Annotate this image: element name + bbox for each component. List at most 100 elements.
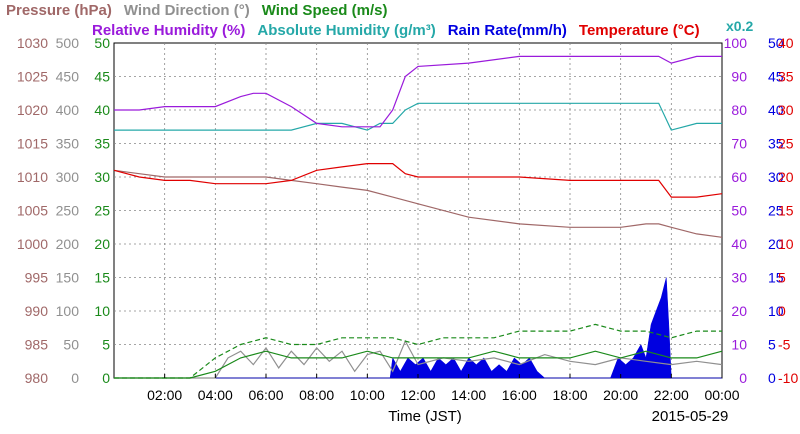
y-tick-temp: 20 (778, 169, 794, 185)
gridlines (114, 43, 722, 378)
y-axes: 1030102510201015101010051000995990985980… (17, 35, 799, 386)
y-tick-temp: -10 (778, 370, 798, 386)
x-axis-ticks: 02:00 04:00 06:00 08:00 10:00 12:00 14:00 16:00… (147, 374, 740, 403)
y-tick-wdir: 200 (56, 236, 80, 252)
y-tick-pressure: 1020 (17, 102, 48, 118)
title-pressure: Pressure (hPa) (6, 2, 112, 19)
y-tick-pressure: 1015 (17, 136, 48, 152)
series-ah (114, 102, 722, 131)
x-tick-label: 06:00 (248, 387, 283, 403)
x-tick-label: 04:00 (198, 387, 233, 403)
y-tick-pressure: 1010 (17, 169, 48, 185)
y-tick-wdir: 100 (56, 303, 80, 319)
y-tick-rh: 40 (731, 236, 747, 252)
y-tick-rain: 35 (768, 136, 784, 152)
y-tick-rain: 50 (768, 35, 784, 51)
y-tick-rain: 45 (768, 69, 784, 85)
title-row-1: Pressure (hPa) Wind Direction (°) Wind Spe… (6, 2, 387, 19)
x-tick-label: 02:00 (147, 387, 182, 403)
title-row-2: Relative Humidity (%) Absolute Humidity (… (92, 22, 700, 39)
title-wdir: Wind Direction (°) (124, 2, 250, 19)
y-tick-wdir: 150 (56, 270, 80, 286)
x-axis-label: Time (JST) (388, 408, 462, 425)
y-tick-rain: 30 (768, 169, 784, 185)
x-tick-label: 08:00 (299, 387, 334, 403)
y-tick-wdir: 350 (56, 136, 80, 152)
y-tick-pressure: 990 (25, 303, 49, 319)
y-tick-rh: 30 (731, 270, 747, 286)
y-tick-wdir: 0 (71, 370, 79, 386)
y-tick-pressure: 985 (25, 337, 49, 353)
date-label: 2015-05-29 (652, 408, 729, 425)
y-tick-rain: 15 (768, 270, 784, 286)
x-tick-label: 18:00 (552, 387, 587, 403)
title-ah: Absolute Humidity (g/m³) (257, 22, 435, 39)
title-rain: Rain Rate(mm/h) (448, 22, 567, 39)
x-tick-label: 10:00 (350, 387, 385, 403)
x-tick-label: 16:00 (502, 387, 537, 403)
y-tick-temp: 10 (778, 236, 794, 252)
title-temp: Temperature (°C) (579, 22, 700, 39)
x-tick-label: 12:00 (400, 387, 435, 403)
y-tick-rh: 90 (731, 69, 747, 85)
y-tick-rain: 5 (768, 337, 776, 353)
y-tick-wspd: 20 (94, 236, 110, 252)
y-tick-wspd: 15 (94, 270, 110, 286)
y-tick-rain: 20 (768, 236, 784, 252)
series-layer (113, 55, 723, 379)
y-tick-temp: 0 (778, 303, 786, 319)
y-tick-wdir: 250 (56, 203, 80, 219)
x-tick-label: 00:00 (704, 387, 739, 403)
y-tick-rain: 25 (768, 203, 784, 219)
series-rh (114, 55, 722, 128)
y-tick-temp: 5 (778, 270, 786, 286)
y-tick-wspd: 0 (102, 370, 110, 386)
y-tick-rain: 0 (768, 370, 776, 386)
y-tick-rh: 100 (724, 35, 748, 51)
y-tick-temp: 35 (778, 69, 794, 85)
y-tick-temp: -5 (778, 337, 791, 353)
y-tick-wdir: 500 (56, 35, 80, 51)
series-temp (113, 163, 723, 198)
y-tick-rh: 10 (731, 337, 747, 353)
y-tick-wdir: 300 (56, 169, 80, 185)
y-tick-wspd: 45 (94, 69, 110, 85)
y-tick-wspd: 5 (102, 337, 110, 353)
y-tick-rain: 10 (768, 303, 784, 319)
y-tick-rain: 40 (768, 102, 784, 118)
y-tick-rh: 70 (731, 136, 747, 152)
y-tick-wspd: 35 (94, 136, 110, 152)
y-tick-temp: 30 (778, 102, 794, 118)
y-tick-pressure: 1030 (17, 35, 48, 51)
y-tick-rh: 80 (731, 102, 747, 118)
y-tick-wspd: 50 (94, 35, 110, 51)
y-tick-pressure: 995 (25, 270, 49, 286)
x-tick-label: 14:00 (451, 387, 486, 403)
x-tick-label: 20:00 (603, 387, 638, 403)
y-tick-pressure: 1025 (17, 69, 48, 85)
x-tick-label: 22:00 (654, 387, 689, 403)
y-tick-wspd: 30 (94, 169, 110, 185)
y-tick-rh: 60 (731, 169, 747, 185)
y-tick-pressure: 1000 (17, 236, 48, 252)
y-tick-wspd: 10 (94, 303, 110, 319)
y-tick-rh: 20 (731, 303, 747, 319)
y-tick-wdir: 50 (63, 337, 79, 353)
series-pressure (113, 169, 723, 238)
series-wdir (114, 339, 723, 379)
y-tick-pressure: 1005 (17, 203, 48, 219)
ah-scale-note: x0.2 (726, 18, 753, 34)
y-tick-wspd: 40 (94, 102, 110, 118)
y-tick-wdir: 400 (56, 102, 80, 118)
title-rh: Relative Humidity (%) (92, 22, 245, 39)
y-tick-rh: 0 (739, 370, 747, 386)
series-wspd (114, 350, 723, 379)
series-wspd_gust (114, 323, 722, 379)
y-tick-temp: 40 (778, 35, 794, 51)
y-tick-wspd: 25 (94, 203, 110, 219)
y-tick-wdir: 450 (56, 69, 80, 85)
y-tick-rh: 50 (731, 203, 747, 219)
y-tick-pressure: 980 (25, 370, 49, 386)
title-wspd: Wind Speed (m/s) (262, 2, 388, 19)
